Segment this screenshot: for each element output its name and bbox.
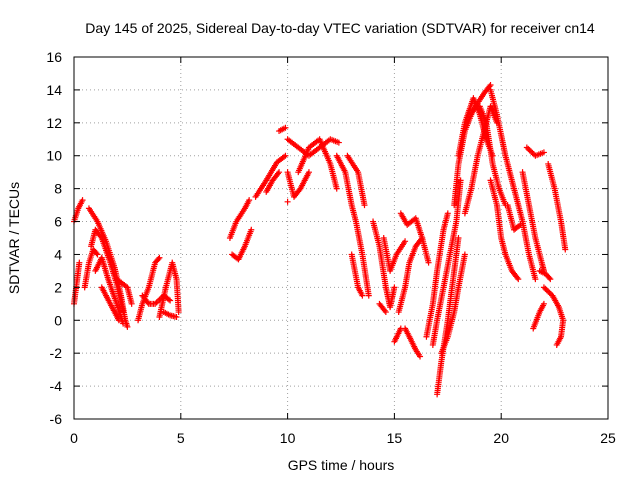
y-tick-label: 12 <box>46 115 62 131</box>
data-point-marker <box>305 169 312 176</box>
data-point-marker <box>562 246 569 253</box>
data-point-marker <box>97 233 104 240</box>
data-point-marker <box>382 309 389 316</box>
data-point-marker <box>115 317 122 324</box>
data-point-marker <box>120 320 127 327</box>
data-point-marker <box>425 259 432 266</box>
data-point-marker <box>402 238 409 245</box>
y-tick-label: 4 <box>54 246 62 262</box>
data-point-marker <box>515 276 522 283</box>
y-tick-label: -2 <box>50 345 63 361</box>
data-point-marker <box>124 323 131 330</box>
y-tick-label: 2 <box>54 279 62 295</box>
x-tick-label: 0 <box>70 430 78 446</box>
chart-title: Day 145 of 2025, Sidereal Day-to-day VTE… <box>85 20 595 36</box>
data-point-marker <box>175 309 182 316</box>
x-tick-label: 10 <box>280 430 296 446</box>
data-point-marker <box>517 221 524 228</box>
data-point-marker <box>155 255 162 262</box>
data-point-marker <box>165 296 172 303</box>
data-point-marker <box>359 292 366 299</box>
grid-lines <box>74 57 608 419</box>
data-point-marker <box>516 222 523 229</box>
data-point-marker <box>547 276 554 283</box>
y-tick-label: -4 <box>50 378 63 394</box>
data-point-marker <box>419 235 426 241</box>
data-point-marker <box>540 149 547 156</box>
axis-ticks: 0 5 10 15 20 25 -6 -4 -2 0 2 4 6 8 10 12 14 16 <box>46 49 616 446</box>
data-point-marker <box>335 139 342 146</box>
data-point-marker <box>79 197 86 204</box>
data-point-marker <box>248 226 255 233</box>
data-point-marker <box>457 177 464 184</box>
y-tick-label: -6 <box>50 411 63 427</box>
plot-frame <box>73 56 609 420</box>
data-point-marker <box>365 292 372 299</box>
data-point-marker <box>546 274 553 281</box>
data-point-marker <box>381 307 388 314</box>
data-point-marker <box>444 210 451 217</box>
y-tick-label: 0 <box>54 312 62 328</box>
data-point-marker <box>144 299 151 306</box>
data-point-marker <box>167 297 174 304</box>
data-point-marker <box>514 274 521 281</box>
data-point-marker <box>282 124 289 131</box>
y-tick-label: 6 <box>54 214 62 230</box>
data-point-marker <box>128 300 135 307</box>
y-tick-label: 14 <box>46 82 62 98</box>
data-point-marker <box>417 353 424 360</box>
data-point-marker <box>93 250 100 257</box>
data-point-marker <box>282 152 289 159</box>
data-point-marker <box>361 202 368 209</box>
data-point-marker <box>284 198 291 205</box>
data-point-marker <box>461 251 468 258</box>
data-point-marker <box>455 235 462 241</box>
y-tick-label: 16 <box>46 49 62 65</box>
y-tick-label: 10 <box>46 148 62 164</box>
data-point-marker <box>156 254 163 261</box>
y-axis-label: SDTVAR / TECUs <box>6 182 22 294</box>
data-point-marker <box>532 276 539 283</box>
data-point-marker <box>553 341 560 348</box>
y-tick-label: 8 <box>54 181 62 197</box>
x-tick-label: 15 <box>387 430 403 446</box>
data-point-marker <box>296 187 303 194</box>
data-points <box>71 81 569 398</box>
data-point-marker <box>246 197 253 204</box>
x-tick-label: 5 <box>177 430 185 446</box>
data-point-marker <box>94 251 101 258</box>
data-point-marker <box>173 313 180 320</box>
data-point-marker <box>486 83 493 90</box>
data-point-marker <box>76 259 83 266</box>
data-point-marker <box>391 284 398 291</box>
data-point-marker <box>333 185 340 192</box>
data-point-marker <box>540 300 547 307</box>
x-tick-label: 25 <box>600 430 616 446</box>
data-point-marker <box>276 169 283 176</box>
x-axis-label: GPS time / hours <box>288 457 395 473</box>
data-point-marker <box>274 170 281 177</box>
x-tick-label: 20 <box>493 430 509 446</box>
